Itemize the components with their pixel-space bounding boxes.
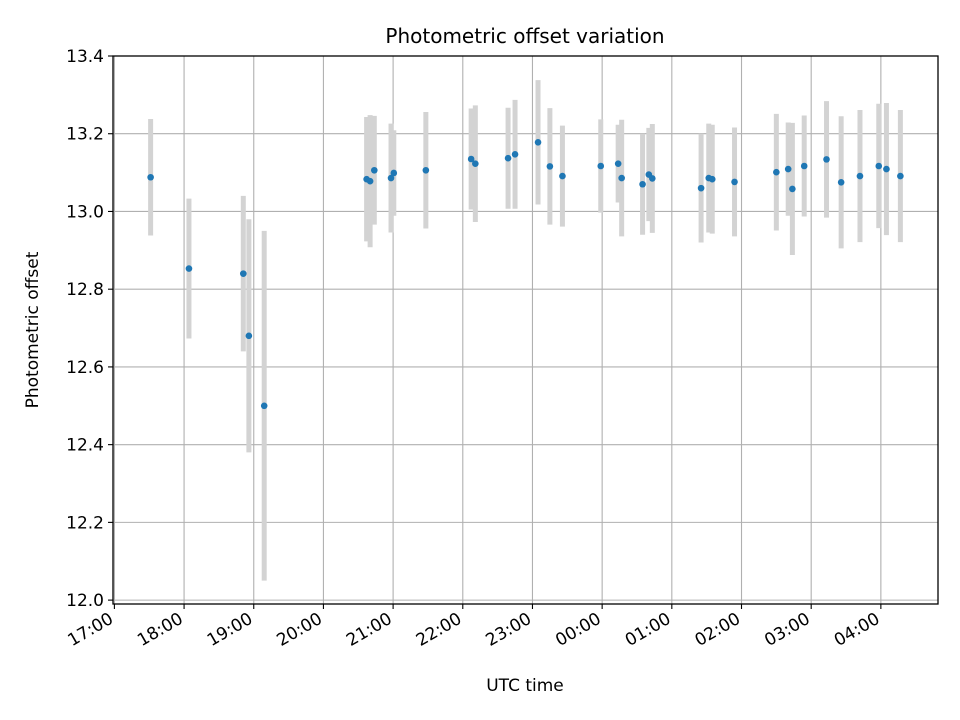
- data-point: [559, 172, 566, 180]
- data-point: [387, 174, 395, 182]
- data-point: [837, 179, 845, 186]
- data-point: [614, 160, 622, 167]
- data-point: [897, 172, 904, 180]
- plot-frame: [112, 55, 939, 605]
- data-point: [823, 156, 830, 163]
- data-point: [789, 185, 796, 193]
- data-point: [467, 155, 475, 163]
- data-point: [370, 166, 378, 174]
- y-tick-label: 13.2: [66, 125, 104, 145]
- data-point: [597, 162, 605, 170]
- data-point: [511, 151, 519, 158]
- data-point: [546, 163, 554, 170]
- data-point: [731, 178, 738, 186]
- data-point: [649, 175, 656, 182]
- y-tick-label: 12.6: [66, 358, 104, 378]
- data-point: [147, 173, 154, 181]
- data-point: [639, 180, 646, 188]
- x-axis-title: UTC time: [486, 676, 564, 696]
- data-point: [856, 172, 864, 180]
- chart-title: Photometric offset variation: [385, 24, 664, 48]
- y-axis-ticks: 12.0 12.2 12.4 12.6 12.8 13.0 13.2 13.4: [66, 47, 113, 611]
- data-point: [875, 162, 883, 170]
- data-point: [260, 402, 268, 410]
- y-axis-title: Photometric offset: [23, 251, 43, 408]
- data-point: [239, 270, 247, 277]
- data-point: [390, 169, 398, 177]
- data-points: [147, 138, 904, 410]
- data-point: [185, 265, 193, 272]
- data-point: [883, 165, 890, 173]
- y-tick-label: 13.0: [66, 202, 104, 222]
- y-tick-label: 12.8: [66, 280, 104, 300]
- data-point: [773, 168, 780, 176]
- data-point: [618, 174, 625, 182]
- y-tick-label: 12.2: [66, 513, 104, 533]
- data-point: [800, 162, 808, 170]
- y-tick-label: 12.0: [66, 591, 104, 611]
- data-point: [504, 154, 512, 162]
- data-point: [472, 160, 479, 167]
- data-point: [534, 138, 542, 146]
- data-point: [245, 332, 253, 340]
- data-point: [366, 177, 374, 185]
- data-point: [422, 166, 430, 174]
- data-point: [697, 184, 705, 192]
- y-tick-label: 12.4: [66, 436, 104, 456]
- data-point: [784, 165, 792, 173]
- data-point: [708, 175, 716, 183]
- y-tick-label: 13.4: [66, 47, 104, 67]
